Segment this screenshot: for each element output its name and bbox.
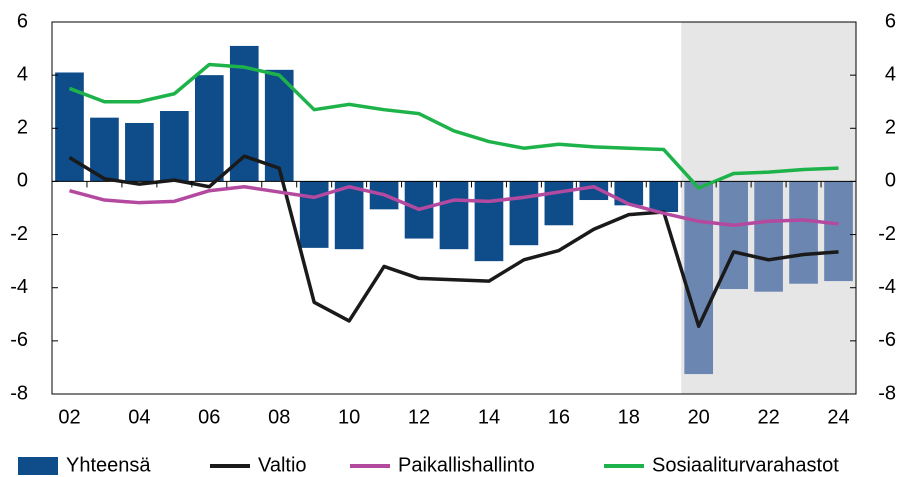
line-series <box>69 184 839 228</box>
bar <box>90 117 119 182</box>
bar <box>824 181 853 282</box>
bar <box>194 75 224 182</box>
y2-tick-label: -2 <box>878 223 896 245</box>
bar <box>509 181 539 246</box>
x-tick-label: 04 <box>128 406 150 428</box>
plot-frame <box>51 21 857 395</box>
y-tick-label: 0 <box>17 170 28 192</box>
y-tick-label: -4 <box>10 276 28 298</box>
y-tick-label: -8 <box>10 382 28 404</box>
bar <box>299 181 329 248</box>
bar <box>649 181 679 212</box>
y2-tick-label: 6 <box>885 10 896 32</box>
bar <box>474 181 504 262</box>
y2-tick-label: -6 <box>878 329 896 351</box>
x-tick-label: 18 <box>618 406 640 428</box>
bar <box>754 181 783 292</box>
x-tick-label: 12 <box>408 406 430 428</box>
bar <box>544 181 574 226</box>
bar <box>264 69 294 182</box>
y-tick-label: -6 <box>10 329 28 351</box>
x-tick-label: 02 <box>58 406 80 428</box>
bar <box>684 181 714 375</box>
bar <box>334 181 364 250</box>
legend-swatch <box>18 457 58 475</box>
x-tick-label: 24 <box>827 406 849 428</box>
y-tick-label: 4 <box>17 63 28 85</box>
x-tick-label: 22 <box>757 406 779 428</box>
bar <box>160 111 189 182</box>
x-tick-label: 10 <box>338 406 360 428</box>
line-series <box>68 154 839 328</box>
x-tick-label: 20 <box>688 406 710 428</box>
y-tick-label: 2 <box>17 117 28 139</box>
legend-label: Yhteensä <box>66 454 151 476</box>
y2-tick-label: 2 <box>885 117 896 139</box>
x-tick-label: 08 <box>268 406 290 428</box>
bar <box>789 181 818 284</box>
y2-tick-label: 4 <box>885 63 896 85</box>
legend-label: Sosiaaliturvarahastot <box>652 454 839 476</box>
y2-tick-label: -8 <box>878 382 896 404</box>
x-tick-label: 16 <box>548 406 570 428</box>
y-tick-label: -2 <box>10 223 28 245</box>
legend-label: Paikallishallinto <box>398 454 535 476</box>
y2-tick-label: -4 <box>878 276 896 298</box>
y-tick-label: 6 <box>17 10 28 32</box>
bar <box>125 122 154 182</box>
bar <box>614 181 644 206</box>
x-tick-label: 14 <box>478 406 500 428</box>
legend-label: Valtio <box>258 454 307 476</box>
y2-tick-label: 0 <box>885 170 896 192</box>
bar <box>439 181 469 250</box>
x-tick-label: 06 <box>198 406 220 428</box>
line-series <box>68 62 839 190</box>
